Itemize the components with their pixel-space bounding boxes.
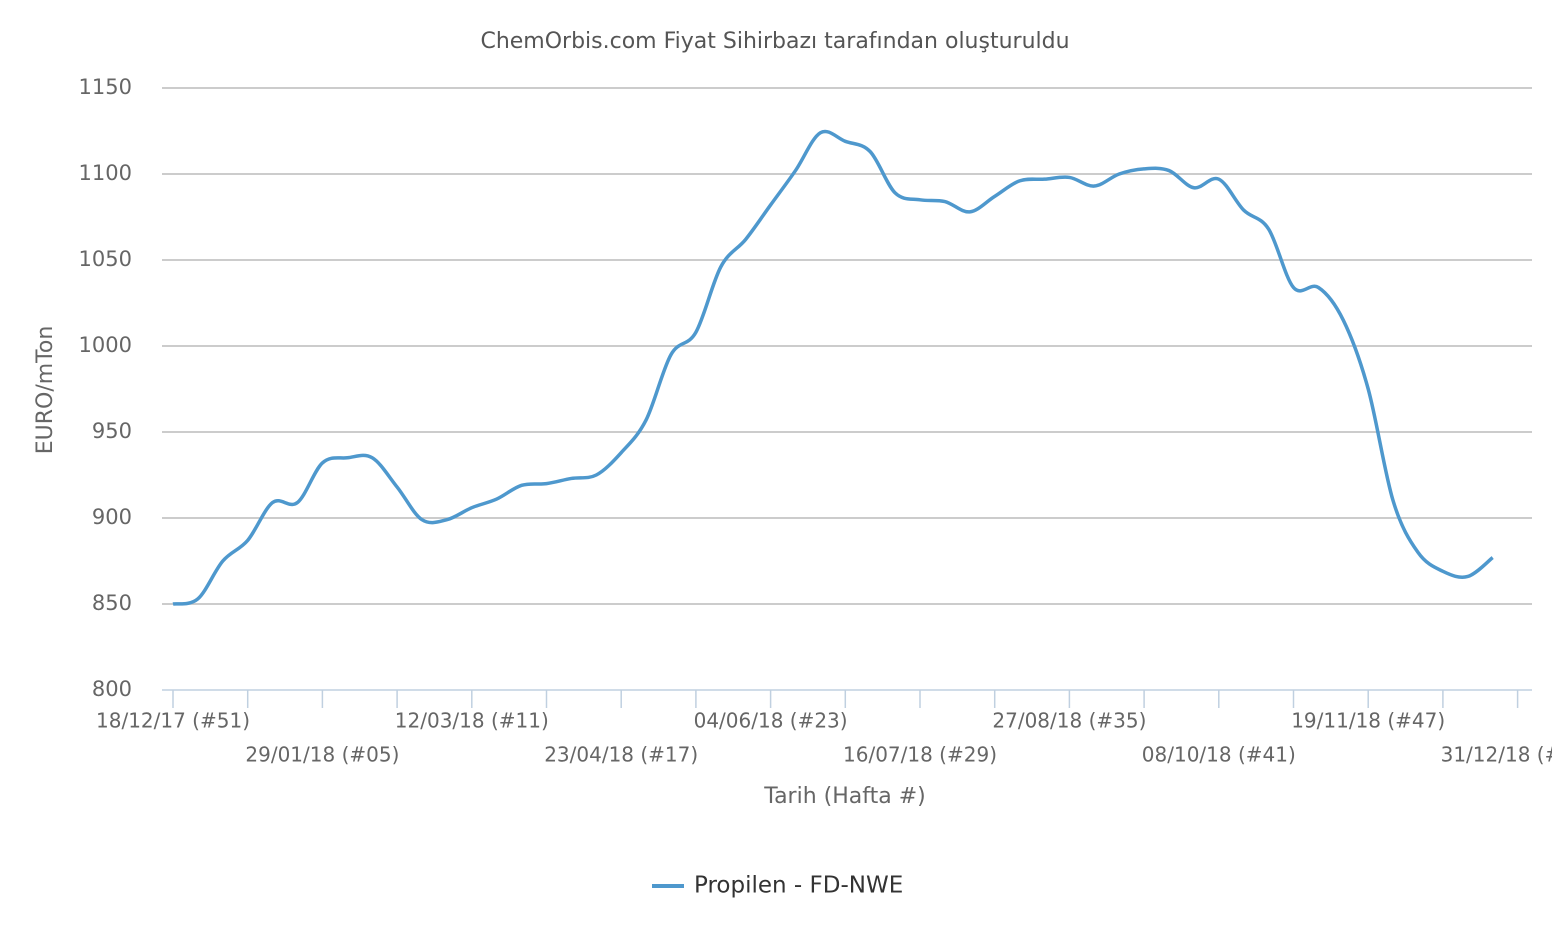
y-tick-label: 1000 [79, 333, 132, 357]
chart-title: ChemOrbis.com Fiyat Sihirbazı tarafından… [480, 29, 1069, 54]
series-line [172, 129, 1494, 606]
y-tick-label: 1100 [79, 161, 132, 185]
x-tick-label: 23/04/18 (#17) [544, 743, 698, 767]
y-tick-label: 850 [92, 591, 132, 615]
x-tick-label: 19/11/18 (#47) [1291, 709, 1445, 733]
x-tick-label: 18/12/17 (#51) [96, 709, 250, 733]
legend-label: Propilen - FD-NWE [694, 873, 903, 899]
x-tick-label: 12/03/18 (#11) [395, 709, 549, 733]
x-tick-label: 27/08/18 (#35) [992, 709, 1146, 733]
y-tick-label: 1150 [79, 75, 132, 99]
x-axis-label: Tarih (Hafta #) [763, 784, 925, 809]
y-tick-label: 950 [92, 419, 132, 443]
y-tick-label: 900 [92, 505, 132, 529]
x-tick-label: 08/10/18 (#41) [1142, 743, 1296, 767]
x-tick-label: 04/06/18 (#23) [694, 709, 848, 733]
y-axis-label: EURO/mTon [33, 326, 58, 455]
x-tick-label: 16/07/18 (#29) [843, 743, 997, 767]
y-tick-label: 1050 [79, 247, 132, 271]
x-tick-label: 29/01/18 (#05) [245, 743, 399, 767]
y-tick-label: 800 [92, 677, 132, 701]
x-tick-label: 31/12/18 (#01) [1441, 743, 1552, 767]
